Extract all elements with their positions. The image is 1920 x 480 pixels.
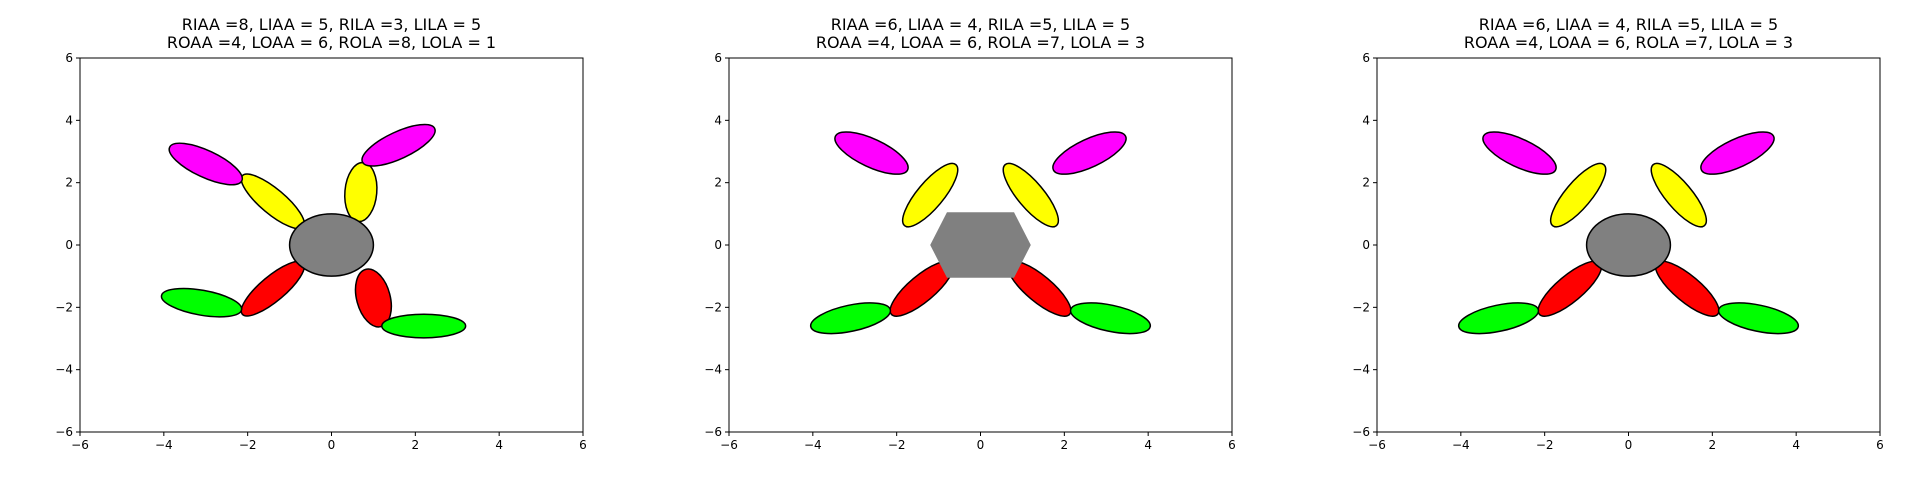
x-tick-label: −4 xyxy=(804,438,822,452)
x-tick-label: 0 xyxy=(1625,438,1633,452)
segment-left-outer-upper xyxy=(168,142,244,186)
y-tick-label: 6 xyxy=(65,51,73,65)
y-tick-label: −2 xyxy=(55,300,73,314)
x-tick-label: 0 xyxy=(328,438,336,452)
x-tick-label: 2 xyxy=(1709,438,1717,452)
y-tick-label: 0 xyxy=(65,238,73,252)
body-ellipse xyxy=(1585,213,1672,277)
y-tick-label: 4 xyxy=(1362,113,1370,127)
segment-left-outer-upper xyxy=(834,131,909,175)
x-tick-label: −4 xyxy=(155,438,173,452)
segment-left-inner-upper xyxy=(1549,162,1607,228)
x-tick-label: 4 xyxy=(1792,438,1800,452)
x-tick-label: 2 xyxy=(1061,438,1069,452)
panel-title-line-1: RIAA =6, LIAA = 4, RILA =5, LILA = 5 xyxy=(1479,15,1778,34)
segment-left-outer-lower xyxy=(1457,302,1540,335)
segment-left-outer-lower xyxy=(160,287,243,318)
segment-right-outer-lower xyxy=(1717,302,1800,335)
y-tick-label: 4 xyxy=(65,113,73,127)
y-tick-label: −4 xyxy=(1352,363,1370,377)
axis-ticks: −6 −4 −2 0 2 4 6 −6 −4 −2 0 2 4 6 xyxy=(1352,51,1884,452)
segment-right-inner-upper xyxy=(1002,162,1060,228)
panel-title-line-1: RIAA =8, LIAA = 5, RILA =3, LILA = 5 xyxy=(182,15,481,34)
segment-left-outer-lower xyxy=(809,302,892,335)
panel-1: RIAA =8, LIAA = 5, RILA =3, LILA = 5 ROA… xyxy=(55,15,587,452)
y-tick-label: 2 xyxy=(714,176,722,190)
plot-marks xyxy=(1457,131,1800,335)
segment-right-outer-upper xyxy=(1052,131,1127,175)
panel-title-line-1: RIAA =6, LIAA = 4, RILA =5, LILA = 5 xyxy=(831,15,1130,34)
y-tick-label: 2 xyxy=(65,176,73,190)
y-tick-label: 6 xyxy=(1362,51,1370,65)
axis-ticks: −6 −4 −2 0 2 4 6 −6 −4 −2 0 2 4 6 xyxy=(704,51,1236,452)
y-tick-label: −2 xyxy=(704,300,722,314)
segment-right-inner-upper xyxy=(1650,162,1708,228)
panel-title-line-2: ROAA =4, LOAA = 6, ROLA =7, LOLA = 3 xyxy=(1464,33,1793,52)
segment-right-outer-upper xyxy=(1700,131,1775,175)
panel-3: RIAA =6, LIAA = 4, RILA =5, LILA = 5 ROA… xyxy=(1352,15,1884,452)
panel-2: RIAA =6, LIAA = 4, RILA =5, LILA = 5 ROA… xyxy=(704,15,1236,452)
y-tick-label: 6 xyxy=(714,51,722,65)
segment-left-outer-upper xyxy=(1482,131,1557,175)
panel-title-line-2: ROAA =4, LOAA = 6, ROLA =8, LOLA = 1 xyxy=(167,33,496,52)
x-tick-label: 0 xyxy=(977,438,985,452)
x-tick-label: −6 xyxy=(71,438,89,452)
y-tick-label: 2 xyxy=(1362,176,1370,190)
segment-right-outer-lower xyxy=(1069,302,1152,335)
segment-right-outer-upper xyxy=(361,123,436,167)
y-tick-label: 0 xyxy=(1362,238,1370,252)
x-tick-label: 2 xyxy=(412,438,420,452)
y-tick-label: 0 xyxy=(714,238,722,252)
y-tick-label: −6 xyxy=(1352,425,1370,439)
plot-marks xyxy=(160,123,467,339)
x-tick-label: −4 xyxy=(1452,438,1470,452)
x-tick-label: 4 xyxy=(495,438,503,452)
x-tick-label: 6 xyxy=(1228,438,1236,452)
x-tick-label: −6 xyxy=(720,438,738,452)
y-tick-label: −4 xyxy=(704,363,722,377)
y-tick-label: −2 xyxy=(1352,300,1370,314)
body-ellipse xyxy=(288,213,375,277)
x-tick-label: −2 xyxy=(239,438,257,452)
panel-title-line-2: ROAA =4, LOAA = 6, ROLA =7, LOLA = 3 xyxy=(816,33,1145,52)
y-tick-label: −6 xyxy=(55,425,73,439)
x-tick-label: −2 xyxy=(1536,438,1554,452)
segment-left-inner-upper xyxy=(901,162,959,228)
x-tick-label: 6 xyxy=(1876,438,1884,452)
x-tick-label: 6 xyxy=(579,438,587,452)
y-tick-label: 4 xyxy=(714,113,722,127)
segment-right-inner-lower xyxy=(354,268,393,328)
body-hexagon xyxy=(930,212,1031,278)
y-tick-label: −4 xyxy=(55,363,73,377)
axis-ticks: −6 −4 −2 0 2 4 6 −6 −4 −2 0 2 4 6 xyxy=(55,51,587,452)
x-tick-label: −2 xyxy=(888,438,906,452)
x-tick-label: 4 xyxy=(1144,438,1152,452)
y-tick-label: −6 xyxy=(704,425,722,439)
segment-right-outer-lower xyxy=(381,313,467,339)
plot-marks xyxy=(809,131,1152,335)
x-tick-label: −6 xyxy=(1368,438,1386,452)
